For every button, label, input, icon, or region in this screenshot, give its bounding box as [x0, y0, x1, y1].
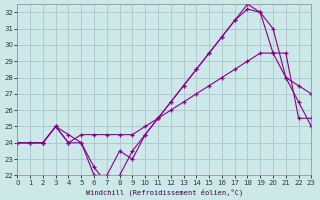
- X-axis label: Windchill (Refroidissement éolien,°C): Windchill (Refroidissement éolien,°C): [86, 188, 243, 196]
